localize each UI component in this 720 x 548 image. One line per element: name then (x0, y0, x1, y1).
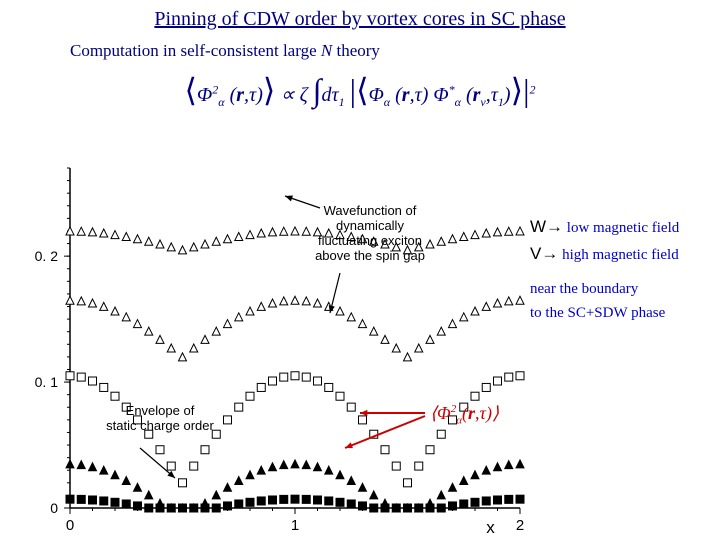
legend-v-text: high magnetic field (562, 247, 679, 263)
svg-text:0. 1: 0. 1 (35, 374, 59, 390)
svg-text:1: 1 (291, 517, 299, 534)
svg-text:0: 0 (50, 500, 58, 516)
legend-w-symbol: W→ (530, 217, 563, 236)
svg-text:2: 2 (516, 517, 524, 534)
svg-text:x: x (486, 518, 495, 537)
subtitle-suffix: theory (332, 41, 380, 60)
legend-v-symbol: V→ (530, 244, 558, 263)
legend-tail-2: to the SC+SDW phase (530, 301, 679, 325)
svg-text:0. 2: 0. 2 (35, 248, 59, 264)
annotation-wavefunction: Wavefunction ofdynamicallyfluctuating ex… (295, 203, 445, 263)
legend-w-text: low magnetic field (567, 220, 679, 236)
legend-tail-1: near the boundary (530, 277, 679, 301)
subtitle-prefix: Computation in self-consistent large (70, 41, 321, 60)
page-title: Pinning of CDW order by vortex cores in … (0, 8, 720, 31)
subtitle: Computation in self-consistent large N t… (70, 41, 720, 61)
subtitle-var: N (321, 41, 332, 60)
main-equation: ⟨Φ2α (r,τ)⟩ ∝ ζ ∫dτ1 |⟨Φα (r,τ) Φ*α (rv,… (0, 71, 720, 110)
phi-callout: ⟨Φ2α(r,τ)⟩ (430, 403, 499, 427)
annotation-envelope: Envelope ofstatic charge order (95, 403, 225, 433)
legend-row-w: W→ low magnetic field (530, 213, 679, 240)
legend: W→ low magnetic field V→ high magnetic f… (530, 213, 679, 325)
svg-text:0: 0 (66, 517, 74, 534)
legend-row-v: V→ high magnetic field (530, 240, 679, 267)
